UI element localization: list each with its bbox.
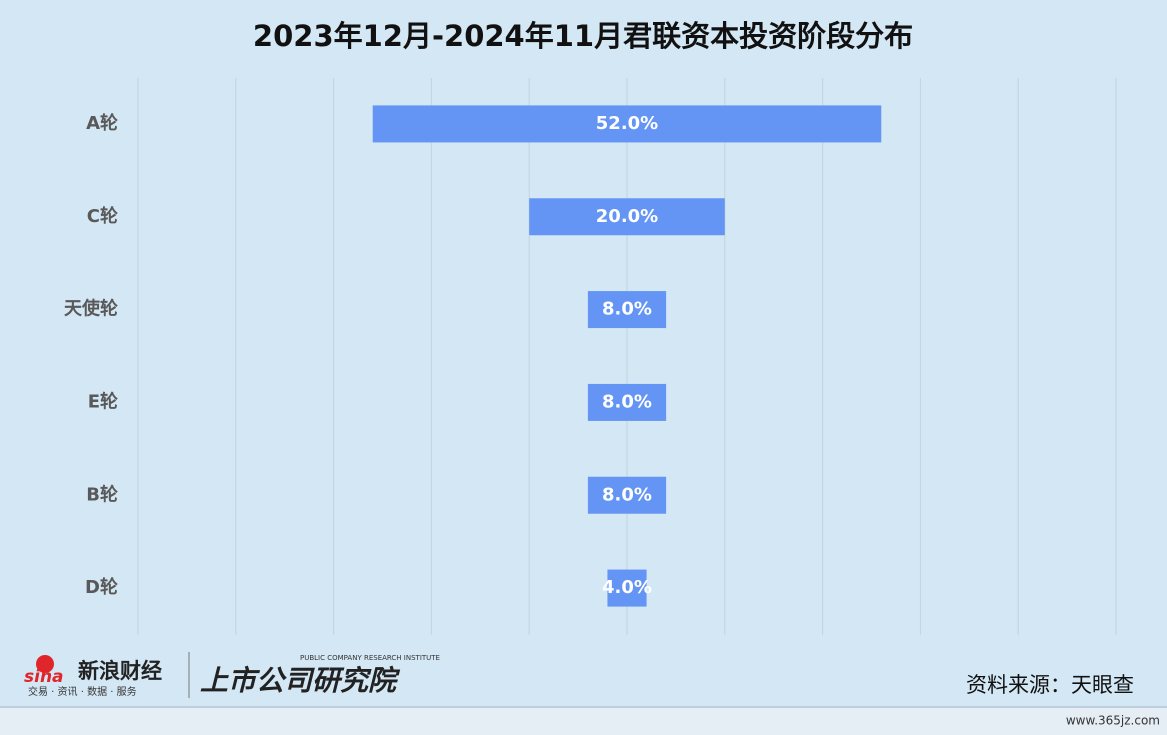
bar [607,569,647,607]
value-label: 8.0% [602,391,652,412]
institute: 上市公司研究院 [200,664,401,697]
category-label: 天使轮 [64,298,118,320]
value-label: 20.0% [596,206,658,227]
category-label: B轮 [86,483,118,505]
category-label: A轮 [86,112,118,134]
value-label: 52.0% [596,113,658,134]
bar [372,105,882,143]
category-label: D轮 [85,576,118,598]
category-label: E轮 [88,390,118,412]
bar [529,198,725,236]
chart-title: 2023年12月-2024年11月君联资本投资阶段分布 [253,19,913,53]
institute-en: PUBLIC COMPANY RESEARCH INSTITUTE [300,654,440,662]
plot-area: A轮 52.0% C轮 20.0% 天使轮 8.0% E轮 8.0% B轮 8.0% D轮 4.0% [64,78,1117,635]
value-label: 4.0% [602,577,652,598]
source-note: 资料来源：天眼查 [966,673,1134,697]
brand-logo-text: sina [24,667,64,687]
brand-tagline: 交易 · 资讯 · 数据 · 服务 [28,685,137,698]
footer-strip [0,708,1167,735]
bar [587,383,667,421]
category-label: C轮 [87,205,118,227]
bar [587,291,667,329]
value-label: 8.0% [602,299,652,320]
value-label: 8.0% [602,484,652,505]
brand-logo [36,655,54,673]
watermark: www.365jz.com [1066,714,1160,728]
brand: 新浪财经 [78,659,162,683]
bar [587,476,667,514]
